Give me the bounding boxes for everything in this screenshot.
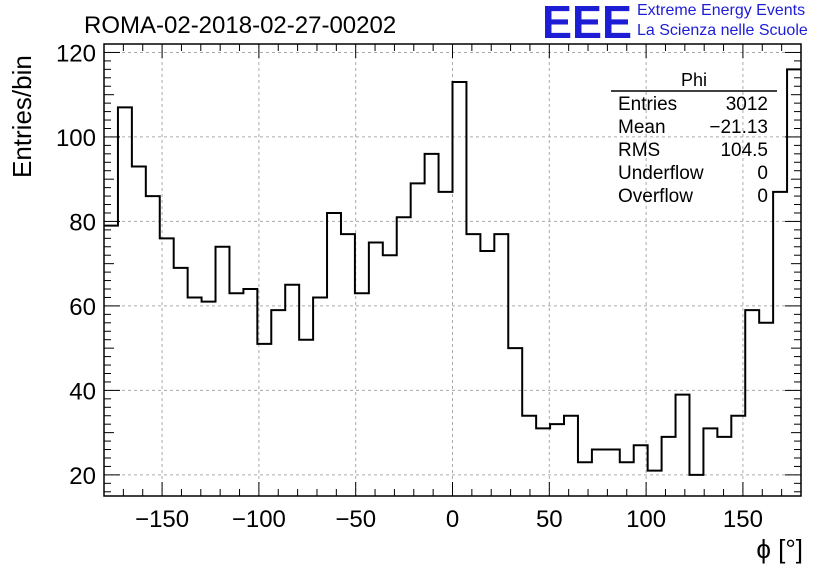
stats-value-overflow: 0: [757, 186, 768, 207]
histogram-bin: [745, 310, 759, 496]
axis-ticks: −150 −100 −50 0 50 100 150 20 40 60 80 100 120: [56, 40, 802, 533]
histogram-bin: [773, 192, 787, 496]
histogram-bin: [327, 213, 341, 496]
histogram-bin: [160, 238, 174, 496]
stats-label-mean: Mean: [618, 117, 666, 138]
x-tick-label: 150: [723, 506, 763, 533]
histogram-bin: [425, 154, 439, 496]
histogram-bin: [662, 437, 676, 496]
histogram-bin: [759, 323, 773, 496]
histogram-bin: [243, 289, 257, 496]
histogram-bin: [466, 234, 480, 496]
histogram-bin: [689, 475, 703, 496]
histogram-bin: [146, 196, 160, 496]
histogram-bin: [229, 293, 243, 496]
stats-label-entries: Entries: [618, 94, 677, 115]
histogram-bin: [104, 226, 118, 496]
histogram-bin: [536, 428, 550, 496]
eee-logo: EEE: [542, 0, 634, 48]
histogram-bin: [606, 450, 620, 496]
stats-value-underflow: 0: [757, 163, 768, 184]
histogram-bin: [787, 69, 801, 496]
stats-label-overflow: Overflow: [618, 186, 693, 207]
histogram-bin: [480, 251, 494, 496]
histogram-bin: [550, 424, 564, 496]
histogram-bin: [188, 297, 202, 496]
histogram-series: [104, 68, 801, 496]
stats-label-underflow: Underflow: [618, 163, 704, 184]
histogram-bin: [564, 416, 578, 496]
histogram-bin: [522, 416, 536, 496]
eee-logo-mark: EEE: [542, 0, 632, 48]
y-tick-label: 60: [69, 294, 96, 321]
histogram-bin: [411, 183, 425, 496]
histogram-bin: [453, 82, 467, 496]
histogram-outline: [104, 68, 801, 476]
y-tick-label: 100: [56, 125, 96, 152]
x-axis-label: ϕ [°]: [756, 534, 803, 564]
histogram-bin: [634, 445, 648, 496]
y-tick-label: 120: [56, 40, 96, 67]
y-tick-label: 40: [69, 378, 96, 405]
x-tick-label: 100: [626, 506, 666, 533]
stats-value-rms: 104.5: [720, 140, 768, 161]
y-tick-label: 20: [69, 463, 96, 490]
x-tick-label: 0: [446, 506, 459, 533]
stats-box-title: Phi: [681, 70, 707, 90]
y-tick-label: 80: [69, 209, 96, 236]
stats-value-entries: 3012: [726, 94, 768, 115]
chart-title: ROMA-02-2018-02-27-00202: [84, 12, 396, 39]
histogram-bin: [717, 437, 731, 496]
eee-logo-letters: EEE: [542, 0, 632, 42]
histogram-bin: [508, 348, 522, 496]
histogram-bin: [383, 255, 397, 496]
histogram-bin: [439, 192, 453, 496]
histogram-bin: [341, 234, 355, 496]
histogram-bin: [271, 310, 285, 496]
stats-label-rms: RMS: [618, 140, 660, 161]
stats-value-mean: −21.13: [709, 117, 768, 138]
y-axis-label: Entries/bin: [7, 55, 37, 178]
histogram-bin: [578, 462, 592, 496]
histogram-bin: [313, 297, 327, 496]
histogram-bin: [494, 234, 508, 496]
x-tick-label: −150: [135, 506, 189, 533]
histogram-bin: [202, 302, 216, 496]
histogram-bin: [369, 243, 383, 496]
histogram-bin: [676, 395, 690, 496]
histogram-bin: [257, 344, 271, 496]
histogram-bin: [285, 285, 299, 496]
x-tick-label: −50: [335, 506, 376, 533]
histogram-bin: [592, 450, 606, 496]
histogram-bin: [355, 293, 369, 496]
histogram-bin: [174, 268, 188, 496]
stats-box: Phi Entries 3012 Mean −21.13 RMS 104.5 U…: [611, 70, 777, 207]
logo-line-1: Extreme Energy Events: [637, 2, 806, 19]
logo-line-2: La Scienza nelle Scuole: [637, 22, 808, 39]
eee-logo-caption: Extreme Energy Events La Scienza nelle S…: [637, 1, 808, 41]
histogram-bin: [118, 107, 132, 496]
histogram-bin: [703, 428, 717, 496]
histogram-bin: [216, 247, 230, 496]
histogram-bin: [132, 167, 146, 496]
x-tick-label: −100: [232, 506, 286, 533]
histogram-bin: [299, 340, 313, 496]
x-tick-label: 50: [536, 506, 563, 533]
histogram-bin: [648, 471, 662, 496]
histogram-bin: [397, 217, 411, 496]
